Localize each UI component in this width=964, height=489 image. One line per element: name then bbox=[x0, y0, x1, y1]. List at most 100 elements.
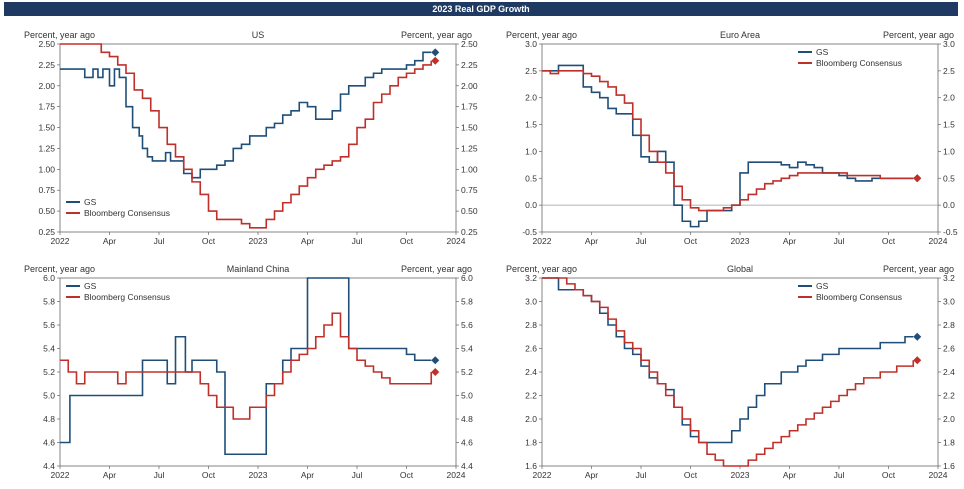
x-tick-label: Apr bbox=[585, 470, 598, 480]
x-tick-label: Oct bbox=[400, 236, 414, 246]
series-line-consensus bbox=[542, 70, 914, 212]
y-tick-label-left: 0.0 bbox=[525, 200, 537, 210]
y-tick-label-right: 1.25 bbox=[461, 143, 478, 153]
legend-label: GS bbox=[84, 197, 97, 207]
x-tick-label: Jul bbox=[636, 236, 647, 246]
y-tick-label-left: 2.0 bbox=[525, 93, 537, 103]
y-tick-label-left: 2.8 bbox=[525, 320, 537, 330]
panel-us: Percent, year ago US Percent, year ago 0.25… bbox=[0, 18, 482, 250]
x-tick-label: 2022 bbox=[533, 470, 552, 480]
y-tick-label-left: 2.6 bbox=[525, 344, 537, 354]
x-tick-label: 2023 bbox=[249, 236, 268, 246]
y-tick-label-left: 2.0 bbox=[525, 414, 537, 424]
y-tick-label-left: 2.00 bbox=[38, 81, 55, 91]
y-tick-label-left: 0.25 bbox=[38, 227, 55, 237]
legend-label: GS bbox=[84, 281, 97, 291]
endpoint-marker-consensus bbox=[431, 368, 440, 376]
x-tick-label: 2024 bbox=[929, 236, 948, 246]
y-axis-label-right: Percent, year ago bbox=[401, 30, 472, 40]
y-tick-label-right: 2.0 bbox=[943, 414, 955, 424]
y-axis-label-left: Percent, year ago bbox=[506, 264, 577, 274]
y-tick-label-left: -0.5 bbox=[522, 227, 537, 237]
y-tick-label-left: 3.0 bbox=[525, 297, 537, 307]
x-tick-label: Apr bbox=[103, 470, 116, 480]
x-tick-label: 2023 bbox=[731, 236, 750, 246]
legend-label: Bloomberg Consensus bbox=[816, 58, 902, 68]
y-axis-label-right: Percent, year ago bbox=[401, 264, 472, 274]
y-tick-label-right: 6.0 bbox=[461, 273, 473, 283]
series-line-consensus bbox=[542, 277, 915, 467]
y-axis-label-left: Percent, year ago bbox=[24, 30, 95, 40]
y-axis-label-right: Percent, year ago bbox=[883, 30, 954, 40]
y-tick-label-right: 1.50 bbox=[461, 123, 478, 133]
legend-label: GS bbox=[816, 47, 829, 57]
y-tick-label-left: 0.50 bbox=[38, 206, 55, 216]
x-tick-label: Oct bbox=[882, 236, 896, 246]
chart-us: Percent, year ago US Percent, year ago 0.25… bbox=[24, 30, 478, 246]
legend-label: GS bbox=[816, 281, 829, 291]
y-tick-label-right: 2.25 bbox=[461, 60, 478, 70]
chart-global: Percent, year ago Global Percent, year ago… bbox=[506, 264, 955, 480]
y-tick-label-right: 4.8 bbox=[461, 414, 473, 424]
y-tick-label-right: 0.75 bbox=[461, 185, 478, 195]
x-tick-label: Jul bbox=[834, 236, 845, 246]
x-tick-label: Oct bbox=[400, 470, 414, 480]
endpoint-marker-gs bbox=[431, 356, 440, 365]
endpoint-marker-gs bbox=[431, 48, 440, 57]
y-axis-label-left: Percent, year ago bbox=[506, 30, 577, 40]
y-tick-label-left: 5.6 bbox=[43, 320, 55, 330]
panel-euro-area: Percent, year ago Euro Area Percent, year … bbox=[482, 18, 964, 250]
x-tick-label: Oct bbox=[202, 470, 216, 480]
y-tick-label-right: 5.6 bbox=[461, 320, 473, 330]
x-tick-label: Oct bbox=[684, 236, 698, 246]
chart-banner-title: 2023 Real GDP Growth bbox=[4, 2, 958, 16]
plot-frame bbox=[541, 277, 939, 467]
y-tick-label-right: 3.0 bbox=[943, 297, 955, 307]
y-tick-label-left: 1.00 bbox=[38, 164, 55, 174]
y-tick-label-left: 5.8 bbox=[43, 297, 55, 307]
x-tick-label: 2023 bbox=[249, 470, 268, 480]
y-tick-label-left: 3.0 bbox=[525, 39, 537, 49]
x-tick-label: Jul bbox=[154, 236, 165, 246]
x-tick-label: 2024 bbox=[447, 236, 466, 246]
x-tick-label: Apr bbox=[783, 470, 796, 480]
chart-euro-area: Percent, year ago Euro Area Percent, year … bbox=[506, 30, 958, 246]
endpoint-marker-consensus bbox=[913, 356, 922, 365]
x-tick-label: Jul bbox=[352, 236, 363, 246]
x-tick-label: Jul bbox=[352, 470, 363, 480]
chart-mainland-china: Percent, year ago Mainland China Percent, … bbox=[24, 264, 473, 480]
y-tick-label-right: 1.5 bbox=[943, 120, 955, 130]
plot-frame bbox=[59, 277, 457, 467]
y-tick-label-right: 2.00 bbox=[461, 81, 478, 91]
series-line-consensus bbox=[60, 43, 433, 229]
x-tick-label: 2022 bbox=[51, 470, 70, 480]
x-tick-label: Oct bbox=[684, 470, 698, 480]
y-tick-label-right: 5.8 bbox=[461, 297, 473, 307]
legend-label: Bloomberg Consensus bbox=[84, 292, 170, 302]
endpoint-marker-gs bbox=[913, 332, 922, 341]
y-tick-label-left: 4.6 bbox=[43, 438, 55, 448]
x-tick-label: Jul bbox=[636, 470, 647, 480]
x-tick-label: Jul bbox=[834, 470, 845, 480]
y-tick-label-right: 2.0 bbox=[943, 93, 955, 103]
y-tick-label-right: 0.5 bbox=[943, 173, 955, 183]
endpoint-marker-consensus bbox=[913, 174, 922, 183]
series-line-gs bbox=[542, 277, 914, 444]
y-tick-label-right: 1.75 bbox=[461, 102, 478, 112]
panel-title: Mainland China bbox=[227, 264, 290, 274]
x-tick-label: Apr bbox=[783, 236, 796, 246]
y-tick-label-left: 1.25 bbox=[38, 143, 55, 153]
y-tick-label-left: 2.4 bbox=[525, 367, 537, 377]
y-tick-label-left: 5.2 bbox=[43, 367, 55, 377]
y-tick-label-left: 2.50 bbox=[38, 39, 55, 49]
y-tick-label-right: 1.6 bbox=[943, 461, 955, 471]
chart-grid: Percent, year ago US Percent, year ago 0.25… bbox=[0, 18, 964, 485]
series-line-gs bbox=[60, 51, 432, 179]
y-tick-label-right: 2.6 bbox=[943, 344, 955, 354]
series-line-gs bbox=[542, 64, 914, 228]
y-tick-label-right: 2.50 bbox=[461, 39, 478, 49]
y-tick-label-left: 4.4 bbox=[43, 461, 55, 471]
legend-label: Bloomberg Consensus bbox=[816, 292, 902, 302]
y-tick-label-right: 1.0 bbox=[943, 146, 955, 156]
y-tick-label-right: 4.4 bbox=[461, 461, 473, 471]
